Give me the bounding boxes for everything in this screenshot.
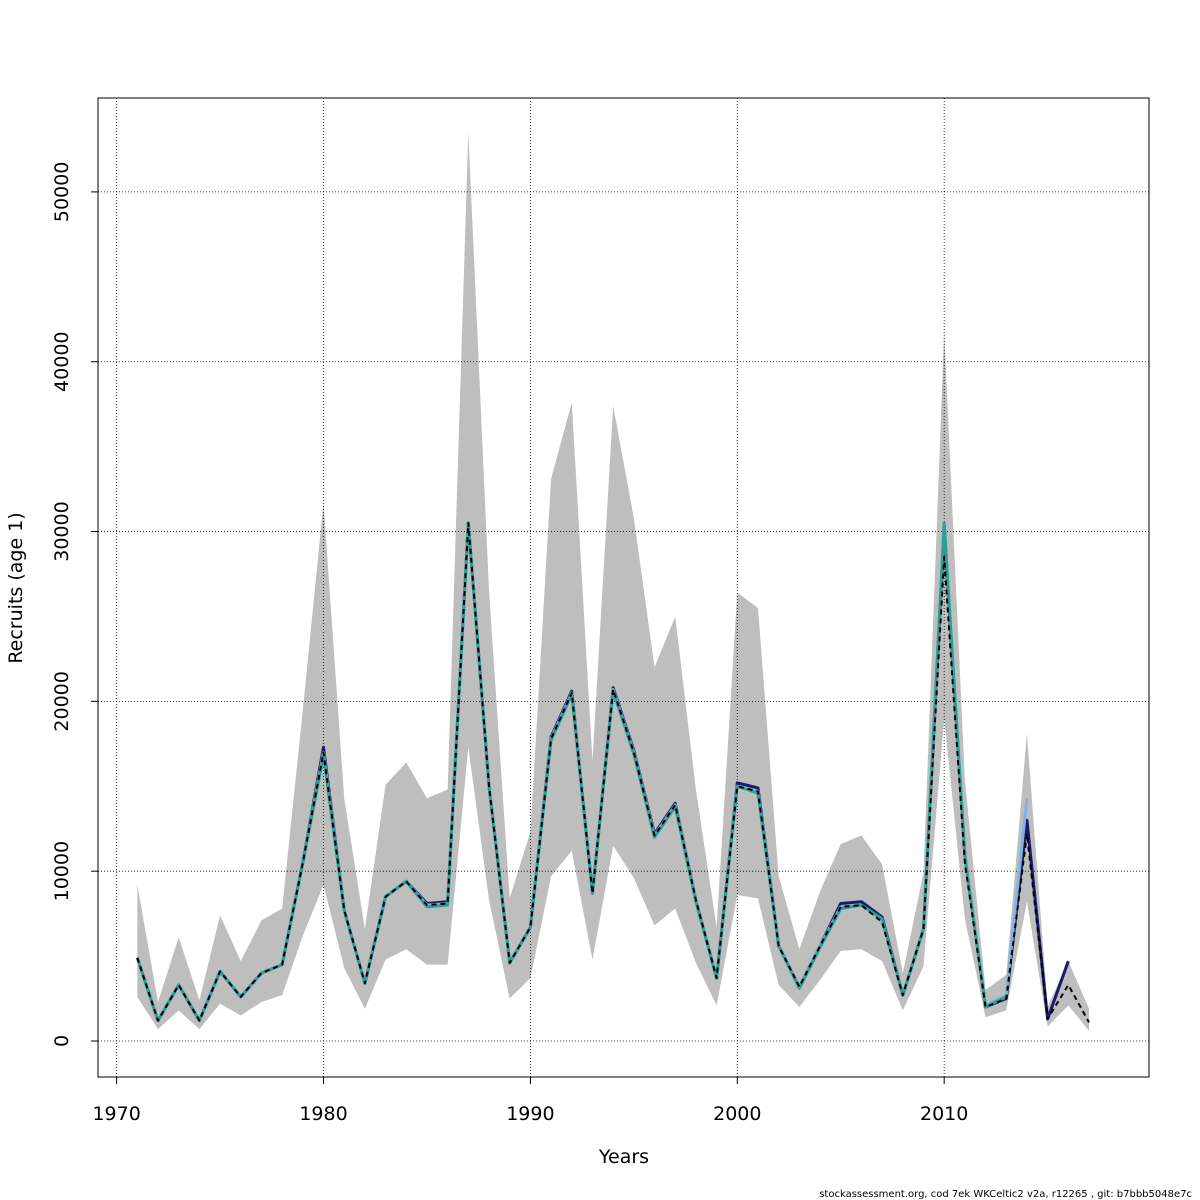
x-axis-label: Years (598, 1146, 649, 1168)
x-tick-label: 1980 (299, 1103, 347, 1125)
y-tick-label: 10000 (51, 841, 73, 901)
x-tick-label: 1970 (92, 1103, 140, 1125)
confidence-band (137, 132, 1090, 1031)
x-tick-label: 2000 (713, 1103, 761, 1125)
y-tick-label: 50000 (51, 162, 73, 222)
y-tick-label: 40000 (51, 332, 73, 392)
footer: stockassessment.org, cod 7ek WKCeltic2 v… (819, 1189, 1192, 1200)
x-tick-label: 1990 (506, 1103, 554, 1125)
y-axis-label: Recruits (age 1) (5, 512, 27, 663)
y-tick-label: 20000 (51, 671, 73, 731)
x-tick-label: 2010 (920, 1103, 968, 1125)
y-tick-label: 0 (51, 1035, 73, 1047)
y-tick-label: 30000 (51, 501, 73, 561)
plot-frame (97, 97, 1150, 1078)
